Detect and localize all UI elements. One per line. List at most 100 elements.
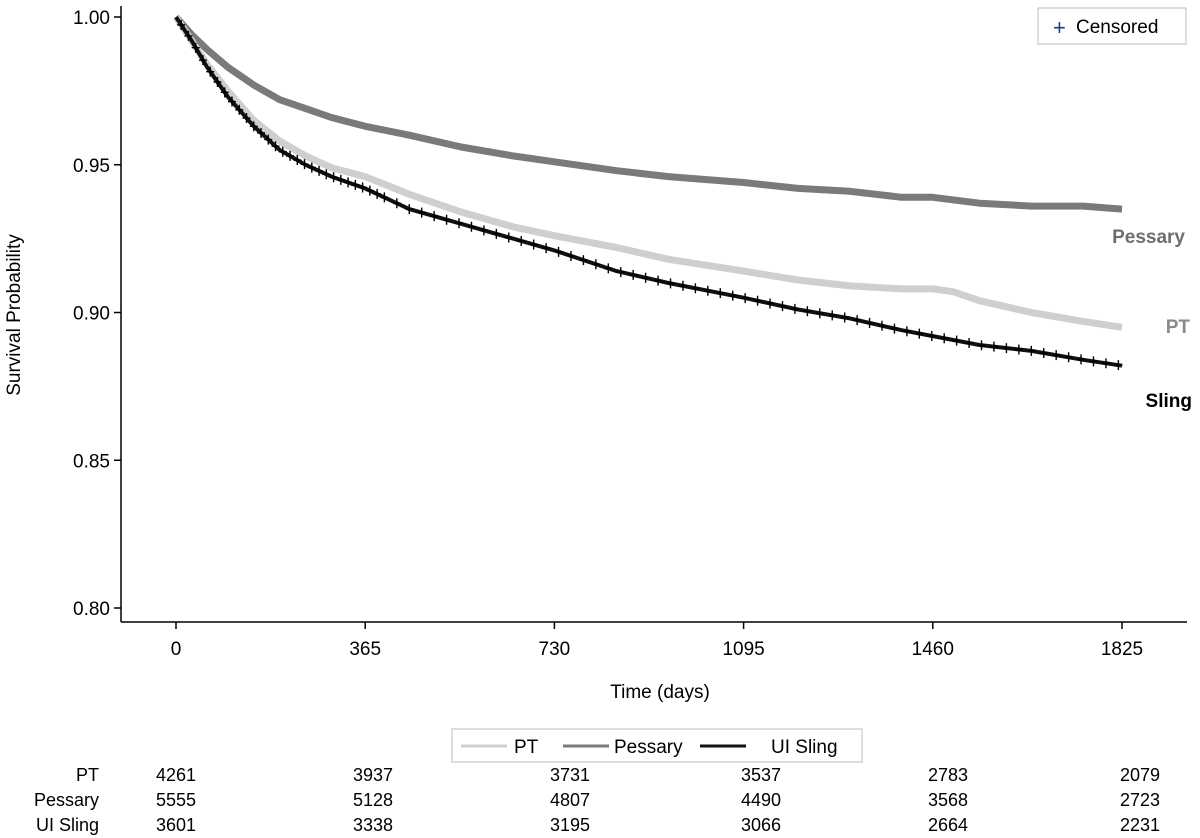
- censor-mark: [902, 326, 911, 337]
- censor-mark: [728, 290, 737, 301]
- censor-mark: [654, 275, 663, 286]
- risk-cell: 3937: [353, 765, 393, 785]
- censor-mark: [344, 177, 353, 188]
- censor-mark: [351, 179, 360, 190]
- censor-mark: [322, 169, 331, 180]
- censor-mark: [828, 310, 837, 321]
- censor-mark: [504, 232, 513, 243]
- censor-mark: [358, 182, 367, 193]
- censor-mark: [741, 293, 750, 304]
- censor-mark: [227, 96, 236, 107]
- censor-mark: [853, 315, 862, 326]
- legend-label: Pessary: [614, 737, 683, 758]
- censor-mark: [336, 174, 345, 185]
- y-tick-label: 0.95: [73, 156, 110, 177]
- censor-mark: [191, 42, 200, 53]
- censor-mark: [405, 204, 414, 215]
- end-label-ui-sling: Sling: [1146, 391, 1192, 412]
- y-tick-label: 0.85: [73, 451, 110, 472]
- legend-label: PT: [514, 737, 539, 758]
- censor-mark: [542, 243, 551, 254]
- risk-table: PT 4261 3937 3731 3537 2783 2079 Pessary 5555 512…: [34, 765, 1160, 835]
- censor-mark: [257, 127, 266, 138]
- censor-mark: [616, 267, 625, 278]
- censor-mark: [753, 295, 762, 306]
- risk-row-label: UI Sling: [36, 815, 99, 835]
- censor-mark: [198, 55, 207, 66]
- censor-mark: [286, 150, 295, 161]
- censor-mark: [641, 272, 650, 283]
- censor-mark: [977, 340, 986, 351]
- risk-cell: 3338: [353, 815, 393, 835]
- censor-mark: [1027, 345, 1036, 356]
- censor-mark: [778, 301, 787, 312]
- series-legend-box: [451, 728, 863, 763]
- end-label-pessary: Pessary: [1112, 227, 1185, 248]
- censor-mark: [579, 255, 588, 266]
- censor-mark: [278, 146, 287, 157]
- axes: [120, 6, 1187, 623]
- censor-mark: [365, 185, 374, 196]
- censor-mark: [666, 278, 675, 289]
- censor-mark: [1064, 352, 1073, 363]
- curve-pessary: [173, 14, 1123, 213]
- risk-cell: 3066: [741, 815, 781, 835]
- risk-cell: 2783: [928, 765, 968, 785]
- censor-mark: [1002, 343, 1011, 354]
- y-tick-label: 1.00: [73, 8, 110, 29]
- censor-mark: [840, 312, 849, 323]
- x-ticks: 0 365 730 1095 1460 1825: [171, 622, 1143, 660]
- censor-mark: [566, 250, 575, 261]
- censor-mark: [242, 113, 251, 124]
- censor-mark: [1101, 358, 1110, 369]
- censor-mark: [479, 225, 488, 236]
- risk-row-label: PT: [76, 765, 99, 785]
- y-tick-label: 0.80: [73, 599, 110, 620]
- censor-mark: [716, 288, 725, 299]
- censor-mark: [940, 333, 949, 344]
- censor-mark: [417, 207, 426, 218]
- censor-mark: [703, 285, 712, 296]
- censor-mark: [213, 77, 222, 88]
- legend-label: UI Sling: [771, 737, 838, 758]
- censor-mark: [1039, 348, 1048, 359]
- censor-mark: [803, 306, 812, 317]
- censor-mark: [815, 308, 824, 319]
- censor-mark: [529, 239, 538, 250]
- risk-cell: 2664: [928, 815, 968, 835]
- censor-mark: [629, 269, 638, 280]
- censor-mark: [1014, 344, 1023, 355]
- risk-cell: 4807: [550, 790, 590, 810]
- censor-mark: [766, 298, 775, 309]
- censor-mark: [952, 335, 961, 346]
- censor-mark: [790, 303, 799, 314]
- risk-cell: 5555: [156, 790, 196, 810]
- x-tick-label: 1460: [912, 639, 954, 660]
- x-tick-label: 730: [539, 639, 571, 660]
- x-tick-label: 0: [171, 639, 182, 660]
- censored-legend: + Censored: [1037, 7, 1187, 45]
- y-axis-title: Survival Probability: [4, 234, 25, 396]
- censor-mark: [380, 192, 389, 203]
- censor-mark: [307, 162, 316, 173]
- censor-mark: [430, 211, 439, 222]
- censored-plus-icon: +: [1053, 15, 1066, 40]
- risk-cell: 3537: [741, 765, 781, 785]
- risk-cell: 4261: [156, 765, 196, 785]
- censor-mark: [927, 330, 936, 341]
- risk-cell: 3601: [156, 815, 196, 835]
- censored-legend-box: [1037, 7, 1187, 45]
- censor-mark: [591, 259, 600, 270]
- censor-mark: [1089, 356, 1098, 367]
- censor-mark: [220, 87, 229, 98]
- censor-mark: [373, 188, 382, 199]
- survival-curves: [173, 14, 1123, 371]
- risk-cell: 2079: [1120, 765, 1160, 785]
- censor-mark: [300, 159, 309, 170]
- censor-mark: [517, 235, 526, 246]
- y-ticks: 0.80 0.85 0.90 0.95 1.00: [73, 8, 121, 620]
- censor-mark: [235, 104, 244, 115]
- censor-mark: [392, 198, 401, 209]
- y-tick-label: 0.90: [73, 304, 110, 325]
